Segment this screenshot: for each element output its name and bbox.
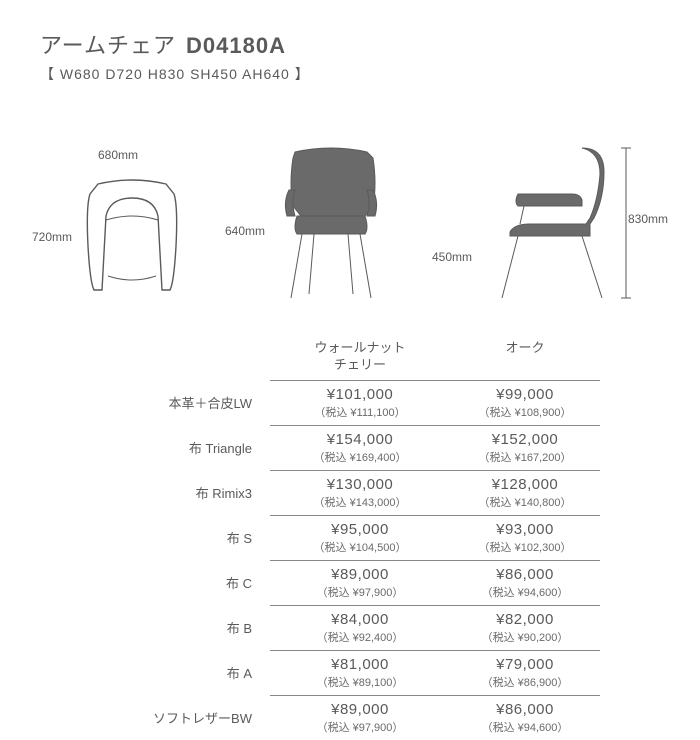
diagram-front: 640mm bbox=[245, 138, 405, 308]
row-label: 布 S bbox=[100, 520, 270, 555]
price-cell: ¥86,000（税込 ¥94,600） bbox=[450, 560, 600, 605]
price-cell: ¥101,000（税込 ¥111,100） bbox=[270, 380, 450, 425]
dim-seatheight-label: 450mm bbox=[432, 250, 472, 264]
row-label: 本革＋合皮LW bbox=[100, 385, 270, 420]
price-cell: ¥86,000（税込 ¥94,600） bbox=[450, 695, 600, 740]
price-cell: ¥79,000（税込 ¥86,900） bbox=[450, 650, 600, 695]
price-cell: ¥130,000（税込 ¥143,000） bbox=[270, 470, 450, 515]
price-cell: ¥82,000（税込 ¥90,200） bbox=[450, 605, 600, 650]
diagram-side: 450mm 830mm bbox=[450, 138, 650, 308]
side-view-icon bbox=[474, 144, 644, 304]
product-code: D04180A bbox=[186, 33, 286, 59]
front-view-icon bbox=[269, 144, 399, 304]
dim-armheight-label: 640mm bbox=[225, 224, 265, 238]
top-view-icon bbox=[78, 176, 198, 306]
col-header-oak: オーク bbox=[450, 336, 600, 380]
col-header-walnut: ウォールナット チェリー bbox=[270, 336, 450, 380]
price-table: ウォールナット チェリー オーク 本革＋合皮LW¥101,000（税込 ¥111… bbox=[40, 336, 660, 740]
price-cell: ¥81,000（税込 ¥89,100） bbox=[270, 650, 450, 695]
row-label: ソフトレザーBW bbox=[100, 700, 270, 735]
row-label: 布 C bbox=[100, 565, 270, 600]
price-cell: ¥89,000（税込 ¥97,900） bbox=[270, 560, 450, 605]
price-cell: ¥128,000（税込 ¥140,800） bbox=[450, 470, 600, 515]
price-cell: ¥93,000（税込 ¥102,300） bbox=[450, 515, 600, 560]
dim-depth-label: 720mm bbox=[32, 230, 72, 244]
dim-width-label: 680mm bbox=[98, 148, 138, 162]
dimensions-line: 【 W680 D720 H830 SH450 AH640 】 bbox=[40, 64, 660, 84]
price-cell: ¥84,000（税込 ¥92,400） bbox=[270, 605, 450, 650]
diagrams-row: 680mm 720mm 640mm bbox=[40, 108, 660, 308]
price-cell: ¥152,000（税込 ¥167,200） bbox=[450, 425, 600, 470]
price-cell: ¥89,000（税込 ¥97,900） bbox=[270, 695, 450, 740]
price-cell: ¥154,000（税込 ¥169,400） bbox=[270, 425, 450, 470]
price-cell: ¥95,000（税込 ¥104,500） bbox=[270, 515, 450, 560]
row-label: 布 Rimix3 bbox=[100, 475, 270, 510]
product-name: アームチェア bbox=[40, 28, 176, 60]
diagram-top: 680mm 720mm bbox=[50, 148, 200, 308]
price-cell: ¥99,000（税込 ¥108,900） bbox=[450, 380, 600, 425]
row-label: 布 Triangle bbox=[100, 430, 270, 465]
row-label: 布 B bbox=[100, 610, 270, 645]
row-label: 布 A bbox=[100, 655, 270, 690]
